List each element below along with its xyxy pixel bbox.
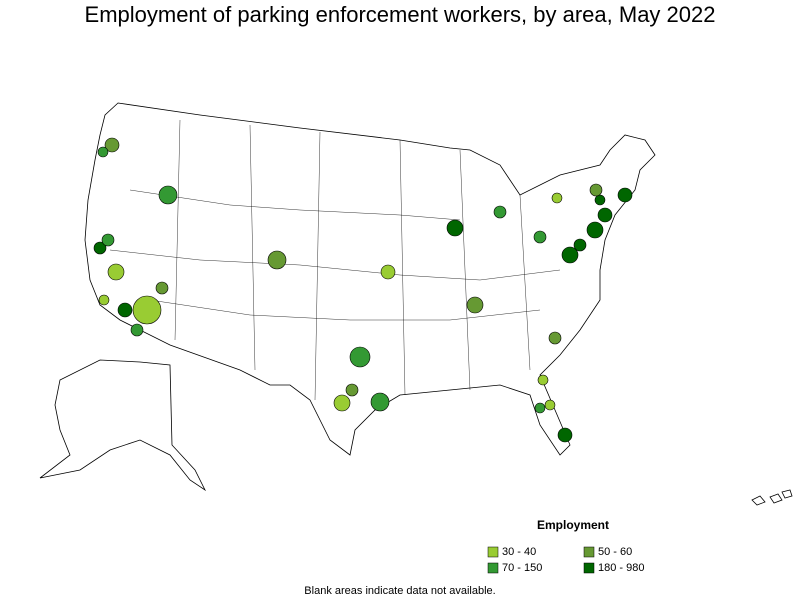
metro-area [93,241,107,255]
metro-area [533,230,547,244]
legend: Employment 30 - 40 50 - 60 70 - 150 180 - 9… [487,518,644,574]
map-title: Employment of parking enforcement worker… [85,2,716,27]
legend-label: 50 - 60 [598,546,632,558]
us-map [39,102,793,506]
hawaii [751,489,793,506]
metro-area [101,233,115,247]
legend-label: 30 - 40 [502,546,536,558]
metro-area [370,392,390,412]
metro-area [466,296,484,314]
footnote: Blank areas indicate data not available. [304,585,495,597]
metro-area [117,302,133,318]
metro-areas [93,137,633,443]
metro-area [98,294,110,306]
metro-area [158,185,178,205]
legend-title: Employment [537,518,609,532]
metro-area [617,187,633,203]
legend-swatch [583,546,595,558]
region-lines [109,119,561,401]
metro-area [548,331,562,345]
metro-area [97,146,109,158]
metro-area [380,264,396,280]
metro-area [333,394,351,412]
metro-area [597,207,613,223]
metro-area [349,346,371,368]
metro-area [561,246,579,264]
legend-swatch [487,546,499,558]
metro-area [345,383,359,397]
metro-area [446,219,464,237]
legend-label: 70 - 150 [502,562,542,574]
metro-area [267,250,287,270]
metro-area [534,402,546,414]
metro-area [104,137,120,153]
metro-area [551,192,563,204]
metro-area [586,221,604,239]
legend-swatch [583,562,595,574]
legend-label: 180 - 980 [598,562,644,574]
metro-area [107,263,125,281]
metro-area [155,281,169,295]
legend-swatch [487,562,499,574]
metro-area [557,427,573,443]
metro-area [594,194,606,206]
alaska [39,359,207,492]
metro-area [132,295,162,325]
metro-area [573,238,587,252]
metro-area [544,399,556,411]
metro-area [130,323,144,337]
metro-area [537,374,549,386]
metro-area [493,205,507,219]
metro-area [589,183,603,197]
lower-48 [84,102,656,456]
